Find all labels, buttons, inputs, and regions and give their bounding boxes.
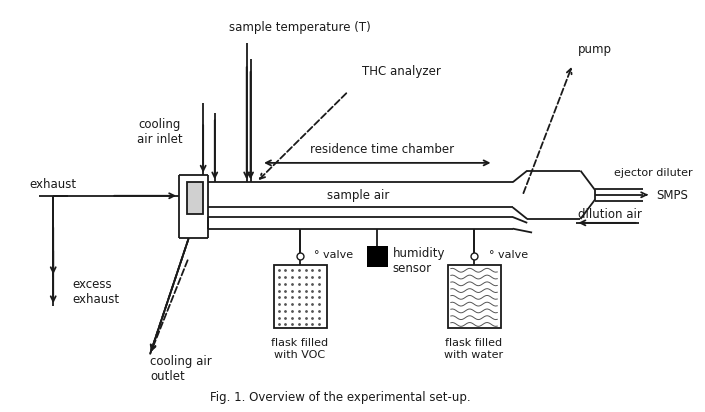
Text: cooling
air inlet: cooling air inlet	[137, 118, 183, 146]
Text: THC analyzer: THC analyzer	[362, 66, 441, 78]
Text: humidity
sensor: humidity sensor	[393, 247, 446, 274]
Text: flask filled
with water: flask filled with water	[444, 338, 503, 360]
Text: residence time chamber: residence time chamber	[310, 143, 454, 156]
Text: cooling air
outlet: cooling air outlet	[150, 355, 212, 383]
Text: dilution air: dilution air	[577, 208, 642, 221]
Text: sample temperature (T): sample temperature (T)	[229, 21, 371, 34]
Text: exhaust: exhaust	[29, 178, 76, 191]
Bar	[187, 182, 203, 214]
Bar	[448, 265, 501, 328]
Text: SMPS: SMPS	[656, 189, 688, 202]
Text: pump: pump	[578, 43, 612, 56]
Text: excess
exhaust: excess exhaust	[73, 278, 120, 306]
Text: ° valve: ° valve	[489, 250, 527, 260]
Bar	[274, 265, 327, 328]
Text: Fig. 1. Overview of the experimental set-up.: Fig. 1. Overview of the experimental set…	[210, 391, 471, 405]
Text: sample air: sample air	[326, 189, 389, 202]
Text: ° valve: ° valve	[314, 250, 353, 260]
Bar	[367, 246, 388, 267]
Text: flask filled
with VOC: flask filled with VOC	[271, 338, 329, 360]
Text: ejector diluter: ejector diluter	[614, 168, 693, 178]
